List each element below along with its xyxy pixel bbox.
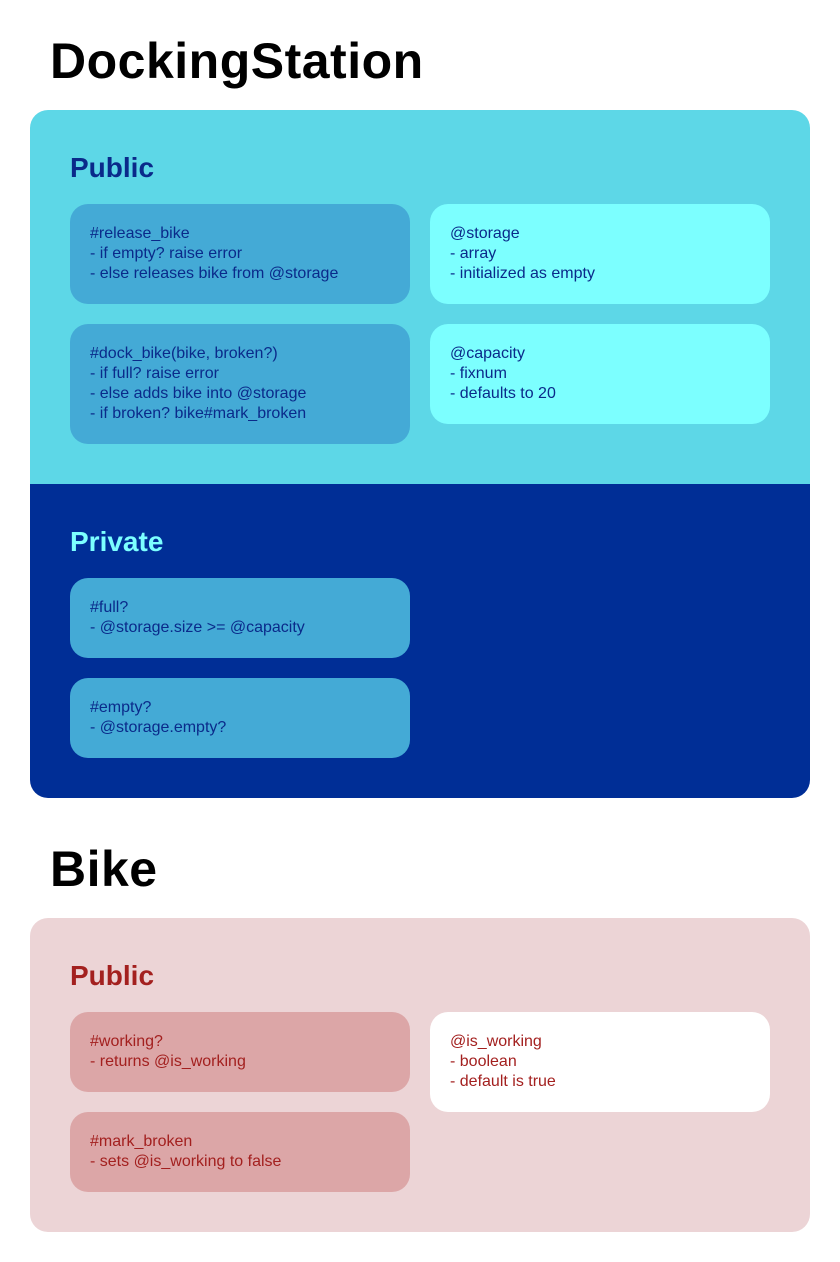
card-line: #mark_broken	[90, 1133, 193, 1150]
card-line: - @storage.empty?	[90, 719, 227, 736]
attribute-card-capacity: @capacity - fixnum - defaults to 20	[430, 324, 770, 424]
method-card-mark-broken: #mark_broken - sets @is_working to false	[70, 1112, 410, 1192]
bike-panel: Public #working? - returns @is_working #…	[30, 918, 810, 1232]
card-line: - array	[450, 245, 497, 262]
method-card-empty: #empty? - @storage.empty?	[70, 678, 410, 758]
card-line: - returns @is_working	[90, 1053, 246, 1070]
card-line: #release_bike	[90, 225, 190, 242]
method-card-release-bike: #release_bike - if empty? raise error - …	[70, 204, 410, 304]
card-line: - if empty? raise error	[90, 245, 243, 262]
docking-station-panel: Public #release_bike - if empty? raise e…	[30, 110, 810, 798]
card-line: - boolean	[450, 1053, 517, 1070]
card-line: #working?	[90, 1033, 163, 1050]
card-line: - @storage.size >= @capacity	[90, 619, 305, 636]
method-card-working: #working? - returns @is_working	[70, 1012, 410, 1092]
card-line: @capacity	[450, 345, 525, 362]
card-line: #dock_bike(bike, broken?)	[90, 345, 278, 362]
method-card-full: #full? - @storage.size >= @capacity	[70, 578, 410, 658]
docking-station-public-label: Public	[70, 152, 155, 183]
bike-public-label: Public	[70, 960, 155, 991]
attribute-card-is-working: @is_working - boolean - default is true	[430, 1012, 770, 1112]
card-line: - else releases bike from @storage	[90, 265, 339, 282]
card-line: - initialized as empty	[450, 265, 595, 282]
card-line: - if broken? bike#mark_broken	[90, 405, 307, 422]
docking-station-title: DockingStation	[50, 33, 424, 89]
method-card-dock-bike: #dock_bike(bike, broken?) - if full? rai…	[70, 324, 410, 444]
docking-station-public-section: Public #release_bike - if empty? raise e…	[30, 110, 810, 484]
card-line: - if full? raise error	[90, 365, 219, 382]
card-line: - default is true	[450, 1073, 556, 1090]
card-line: #full?	[90, 599, 129, 616]
docking-station-private-section: Private #full? - @storage.size >= @capac…	[30, 484, 810, 798]
card-line: @storage	[450, 225, 520, 242]
card-line: - else adds bike into @storage	[90, 385, 307, 402]
card-line: - defaults to 20	[450, 385, 556, 402]
card-line: - fixnum	[450, 365, 507, 382]
card-line: @is_working	[450, 1033, 542, 1050]
card-line: - sets @is_working to false	[90, 1153, 282, 1170]
bike-title: Bike	[50, 841, 158, 897]
attribute-card-storage: @storage - array - initialized as empty	[430, 204, 770, 304]
card-line: #empty?	[90, 699, 152, 716]
docking-station-private-label: Private	[70, 526, 164, 557]
